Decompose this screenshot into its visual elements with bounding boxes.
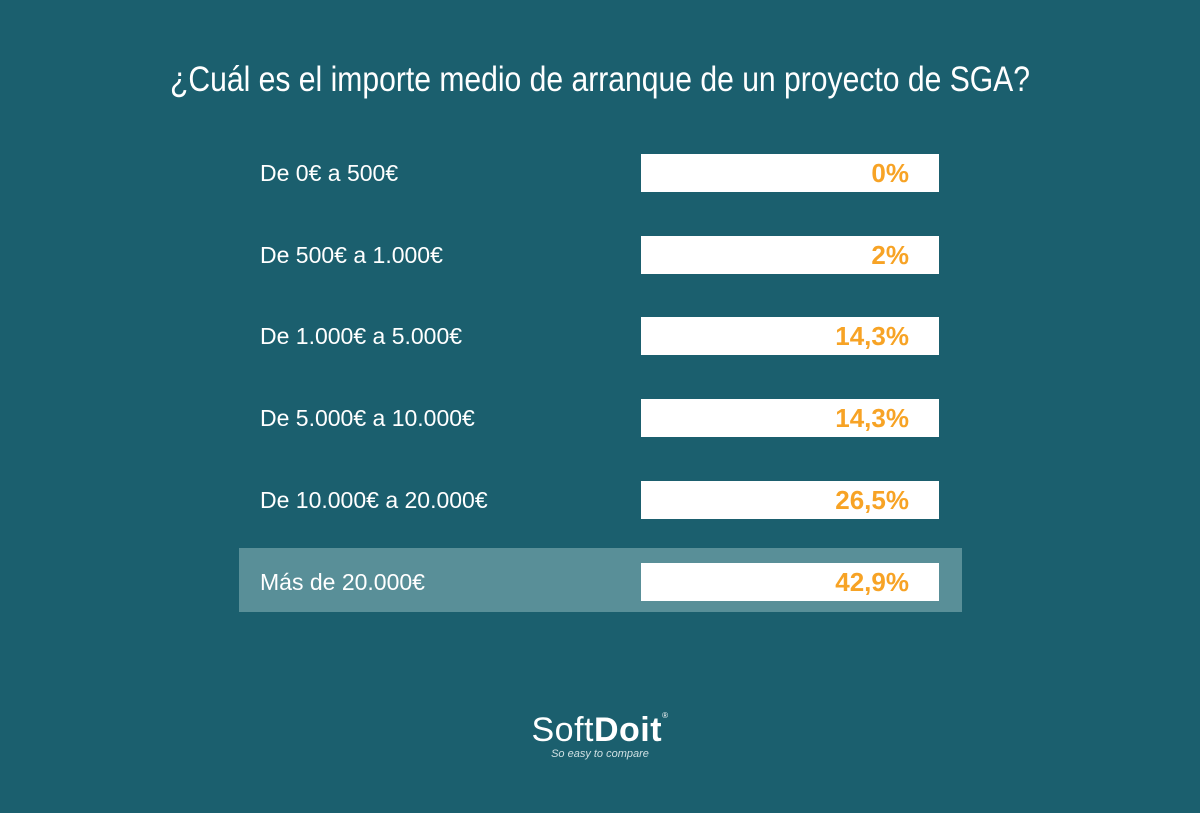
value-label: 14,3% <box>835 403 909 433</box>
chart-title: ¿Cuál es el importe medio de arranque de… <box>169 60 1030 99</box>
value-label: 0% <box>871 158 909 188</box>
value-box: 0% <box>641 154 939 192</box>
value-box: 14,3% <box>641 399 939 437</box>
row-label: De 5.000€ a 10.000€ <box>260 405 475 431</box>
table-row: Más de 20.000€ 42,9% <box>239 563 962 601</box>
table-row: De 10.000€ a 20.000€ 26,5% <box>239 481 962 519</box>
value-label: 26,5% <box>835 485 909 515</box>
value-box: 42,9% <box>641 563 939 601</box>
value-box: 14,3% <box>641 317 939 355</box>
value-box: 2% <box>641 236 939 274</box>
value-label: 42,9% <box>835 567 909 597</box>
row-label: De 1.000€ a 5.000€ <box>260 323 463 349</box>
logo-doit: Doit <box>593 711 663 749</box>
logo-soft: Soft <box>531 711 594 749</box>
table-row: De 1.000€ a 5.000€ 14,3% <box>239 317 962 355</box>
value-label: 2% <box>871 240 909 270</box>
row-label: De 10.000€ a 20.000€ <box>260 487 488 513</box>
row-label: De 500€ a 1.000€ <box>260 242 443 268</box>
logo-registered: ® <box>662 711 669 720</box>
table-row: De 5.000€ a 10.000€ 14,3% <box>239 399 962 437</box>
table-row: De 500€ a 1.000€ 2% <box>239 236 962 274</box>
row-label: Más de 20.000€ <box>260 569 425 595</box>
logo-tagline: So easy to compare <box>551 748 649 760</box>
row-label: De 0€ a 500€ <box>260 160 399 186</box>
table-row: De 0€ a 500€ 0% <box>239 154 962 192</box>
value-label: 14,3% <box>835 321 909 351</box>
softdoit-logo: SoftDoit® So easy to compare <box>0 711 1200 760</box>
value-box: 26,5% <box>641 481 939 519</box>
